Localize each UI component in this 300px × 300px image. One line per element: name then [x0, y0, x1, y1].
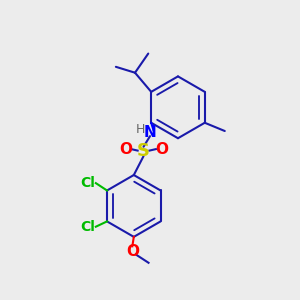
Text: H: H: [136, 123, 145, 136]
Text: Cl: Cl: [80, 220, 95, 234]
Text: N: N: [144, 125, 156, 140]
Text: O: O: [119, 142, 132, 158]
Text: S: S: [137, 142, 150, 160]
Text: O: O: [126, 244, 139, 259]
Text: Cl: Cl: [80, 176, 95, 190]
Text: O: O: [155, 142, 168, 158]
